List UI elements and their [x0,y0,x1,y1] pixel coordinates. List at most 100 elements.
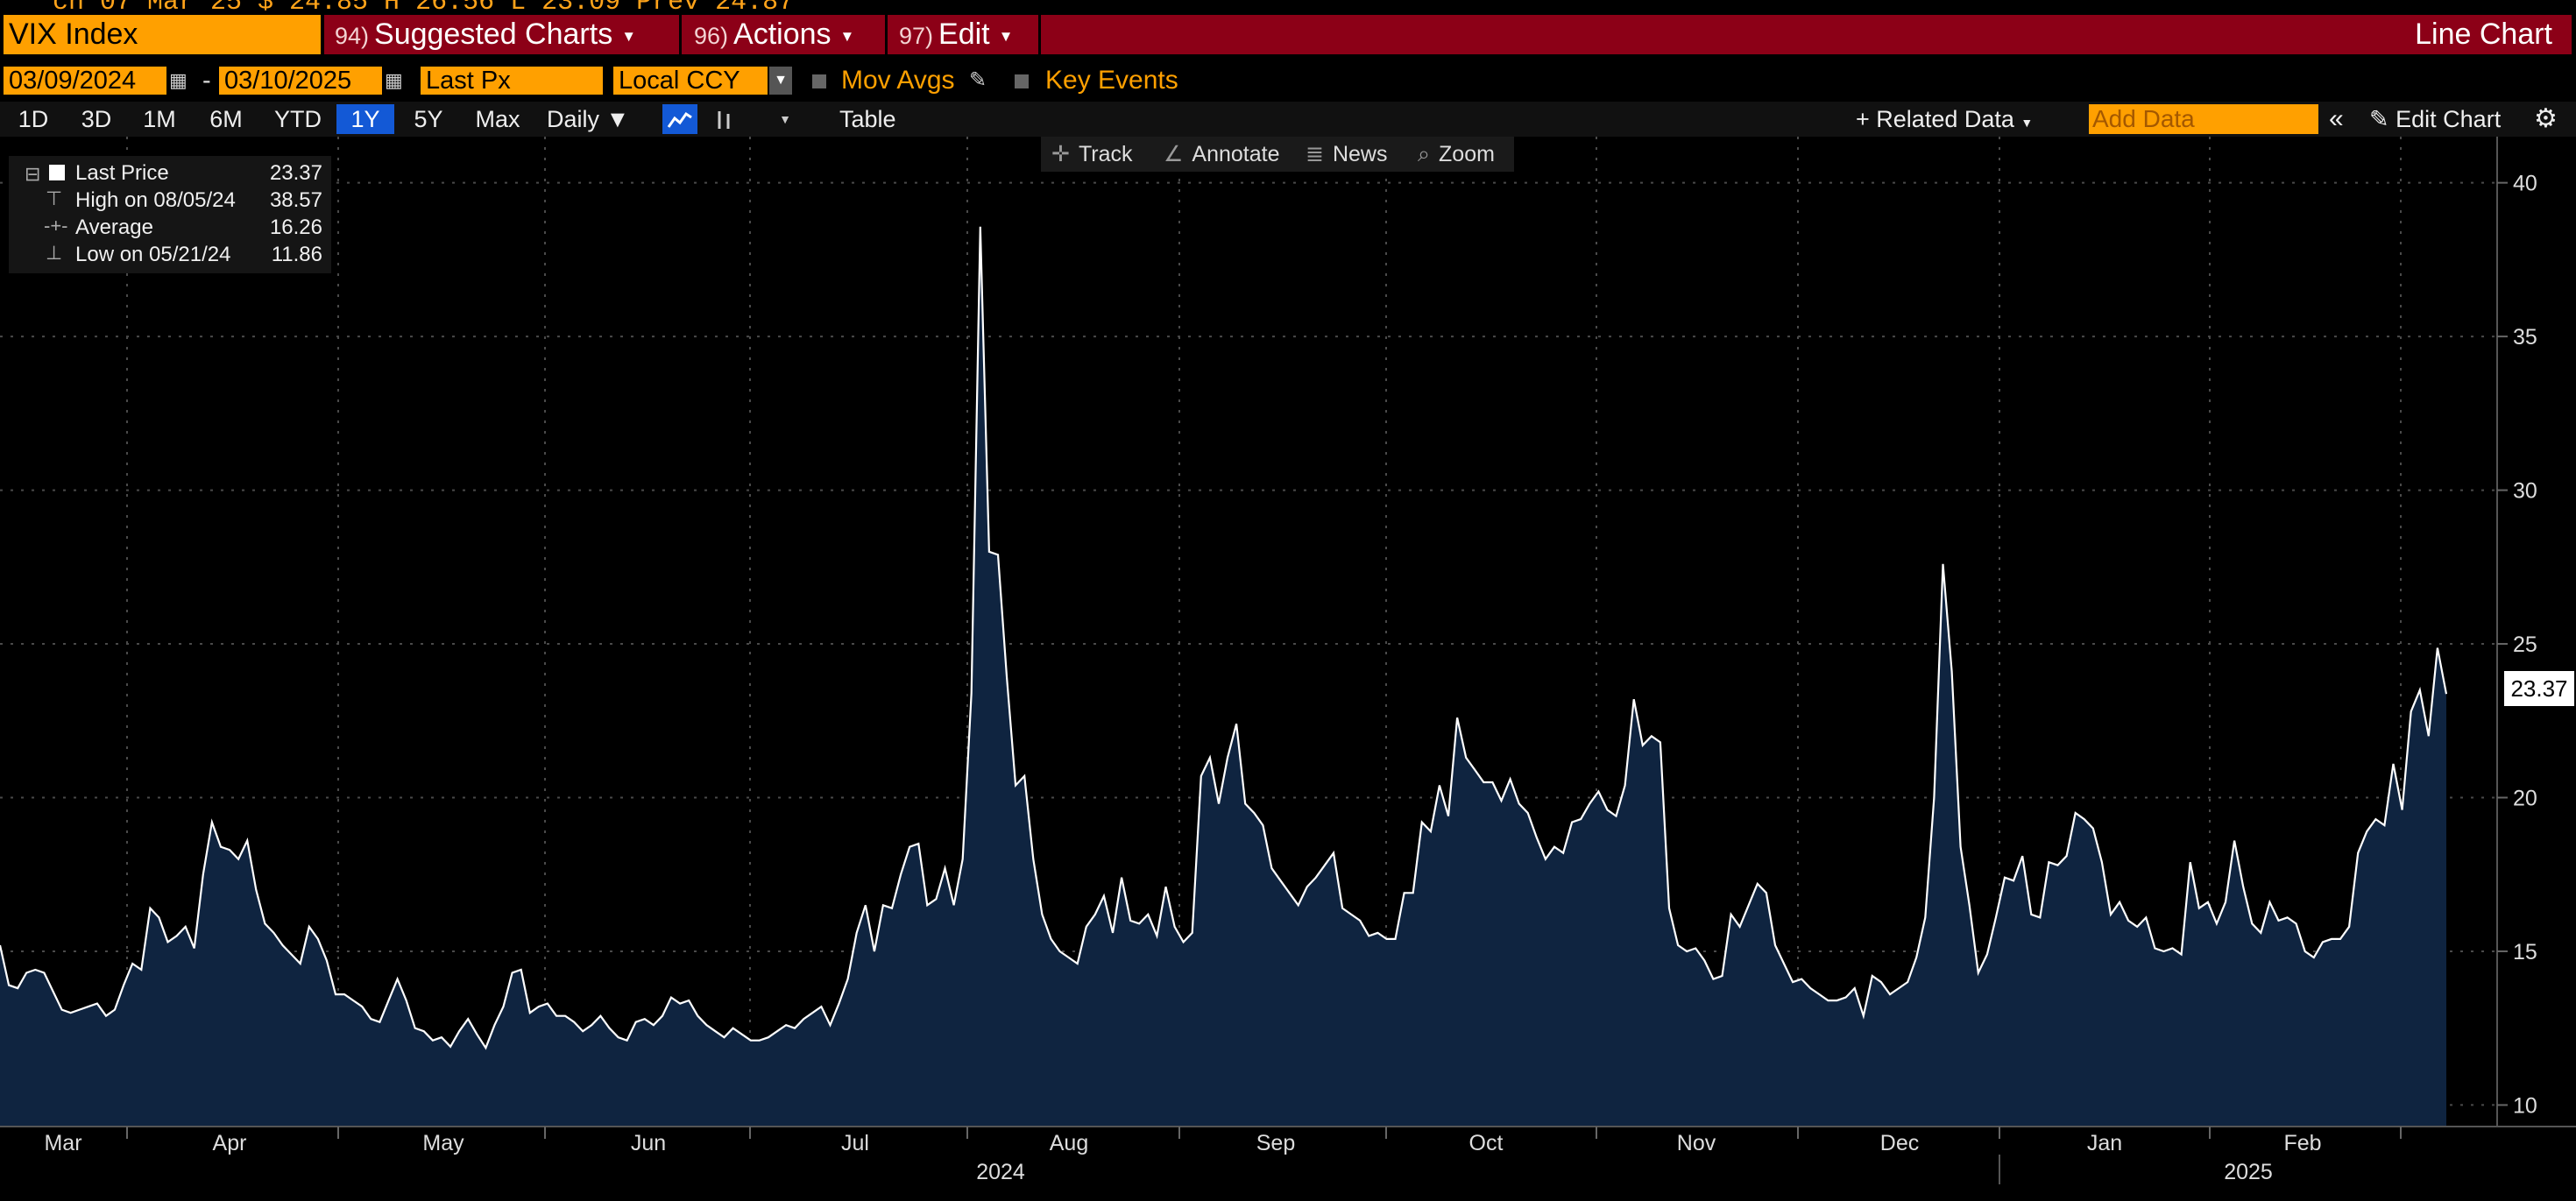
caret-down-icon: ▼ [605,106,630,132]
annotate-label: Annotate [1192,142,1280,166]
low-label: Low on 05/21/24 [75,243,231,266]
x-month-label: Jul [841,1131,869,1155]
chart-legend: ⊟ Last Price 23.37 ⊤ High on 08/05/24 38… [9,156,331,273]
last-price-tag: 23.37 [2504,671,2574,706]
frequency-select[interactable]: Daily ▼ [547,104,629,134]
pencil-icon[interactable]: ✎ [969,68,987,92]
range-1d[interactable]: 1D [18,106,49,132]
edit-menu[interactable]: 97) Edit ▼ [899,15,1013,54]
annotate-icon: ∠ [1164,142,1184,166]
last-price-label: Last Price [75,161,169,185]
low-marker-icon: ⊥ [46,242,63,264]
actions-menu[interactable]: 96) Actions ▼ [694,15,854,54]
news-tool[interactable]: ≣ News [1306,137,1387,172]
news-label: News [1332,142,1388,166]
x-month-label: Jan [2087,1131,2122,1155]
menu-divider [679,15,682,54]
end-date-field[interactable]: 03/10/2025 [219,67,382,95]
menu-label: Edit [938,18,990,51]
chart-tools: ✛ Track ∠ Annotate ≣ News ⌕ Zoom [1041,137,1514,172]
high-value: 38.57 [269,188,322,212]
x-month-label: Feb [2283,1131,2321,1155]
x-month-label: Mar [44,1131,81,1155]
chart-area[interactable]: 10 15 20 25 30 35 40 Mar Apr May Jun Jul Aug Sep Oct N… [0,137,2576,1197]
options-bar: 03/09/2024 ▦ - 03/10/2025 ▦ Last Px Loca… [0,62,2576,99]
annotate-tool[interactable]: ∠ Annotate [1164,137,1280,172]
edit-chart-label: Edit Chart [2396,106,2502,132]
range-ytd[interactable]: YTD [274,106,322,132]
x-month-label: Dec [1880,1131,1919,1155]
x-month-label: Aug [1050,1131,1088,1155]
crosshair-icon: ✛ [1051,142,1070,166]
news-icon: ≣ [1306,142,1324,166]
controls-bar: 1D 3D 1M 6M YTD 1Y 5Y Max Daily ▼ ▼ Tabl… [0,102,2576,137]
range-max[interactable]: Max [475,106,520,132]
y-tick-label: 15 [2513,940,2537,964]
security-ticker[interactable]: VIX Index [4,15,321,54]
x-month-label: Oct [1469,1131,1504,1155]
x-month-label: Nov [1677,1131,1716,1155]
x-year-label: 2024 [976,1160,1025,1184]
currency-select[interactable]: Local CCY [613,67,768,95]
caret-down-icon: ▼ [839,27,855,45]
mov-avgs-checkbox[interactable] [812,74,826,88]
grid-lines [0,137,2497,1127]
track-label: Track [1078,142,1133,166]
last-price-value: 23.37 [269,161,322,185]
chevron-down-icon[interactable]: ▼ [769,67,792,95]
mov-avgs-label[interactable]: Mov Avgs [841,66,955,95]
table-button[interactable]: Table [839,106,896,132]
calendar-icon[interactable]: ▦ [385,69,403,91]
x-month-label: May [422,1131,464,1155]
collapse-legend-icon[interactable]: ⊟ [25,163,41,185]
caret-down-icon: ▼ [2020,116,2034,130]
related-data-button[interactable]: + Related Data ▼ [1856,104,2033,134]
key-events-label[interactable]: Key Events [1045,66,1178,95]
menu-number: 94) [335,23,370,49]
high-label: High on 08/05/24 [75,188,236,212]
collapse-icon[interactable]: « [2329,104,2344,133]
gear-icon[interactable]: ⚙ [2534,104,2558,133]
range-3d[interactable]: 3D [81,106,112,132]
range-1y[interactable]: 1Y [336,104,394,134]
zoom-tool[interactable]: ⌕ Zoom [1418,137,1495,172]
menu-divider [1038,15,1041,54]
y-tick-label: 30 [2513,479,2537,504]
average-marker-icon: -+- [44,215,68,237]
zoom-label: Zoom [1439,142,1495,166]
calendar-icon[interactable]: ▦ [169,69,188,91]
y-tick-label: 10 [2513,1093,2537,1118]
range-1m[interactable]: 1M [143,106,176,132]
line-chart-icon[interactable] [662,104,697,134]
track-tool[interactable]: ✛ Track [1051,137,1133,172]
y-tick-label: 25 [2513,632,2537,657]
y-tick-label: 35 [2513,325,2537,350]
ticker-strip: ch 07 Mar 25 $ 24.85 H 26.56 L 23.09 Pre… [0,0,2576,15]
start-date-field[interactable]: 03/09/2024 [4,67,166,95]
chevron-down-icon[interactable]: ▼ [779,112,791,126]
related-data-label: Related Data [1876,106,2014,132]
edit-chart-button[interactable]: ✎ Edit Chart [2369,104,2501,134]
y-tick-label: 20 [2513,787,2537,811]
y-axis: 10 15 20 25 30 35 40 [2497,172,2537,1118]
frequency-label: Daily [547,106,600,132]
average-label: Average [75,215,153,239]
legend-swatch [49,165,65,180]
menu-bar: 94) Suggested Charts ▼ 96) Actions ▼ 97) Edit… [324,15,2572,54]
bar-chart-icon[interactable] [706,104,741,134]
add-data-input[interactable]: Add Data [2089,104,2318,134]
x-axis: Mar Apr May Jun Jul Aug Sep Oct Nov Dec Jan Feb 2024… [44,1127,2402,1184]
range-5y[interactable]: 5Y [414,106,443,132]
x-year-label: 2025 [2224,1160,2273,1184]
range-6m[interactable]: 6M [209,106,243,132]
header-bar: VIX Index 94) Suggested Charts ▼ 96) Action… [0,15,2576,56]
chart-type-title: Line Chart [2415,18,2552,51]
price-field-select[interactable]: Last Px [421,67,603,95]
caret-down-icon: ▼ [621,27,637,45]
suggested-charts-menu[interactable]: 94) Suggested Charts ▼ [335,15,636,54]
menu-divider [885,15,888,54]
key-events-checkbox[interactable] [1015,74,1029,88]
average-value: 16.26 [269,215,322,239]
y-tick-label: 40 [2513,172,2537,196]
